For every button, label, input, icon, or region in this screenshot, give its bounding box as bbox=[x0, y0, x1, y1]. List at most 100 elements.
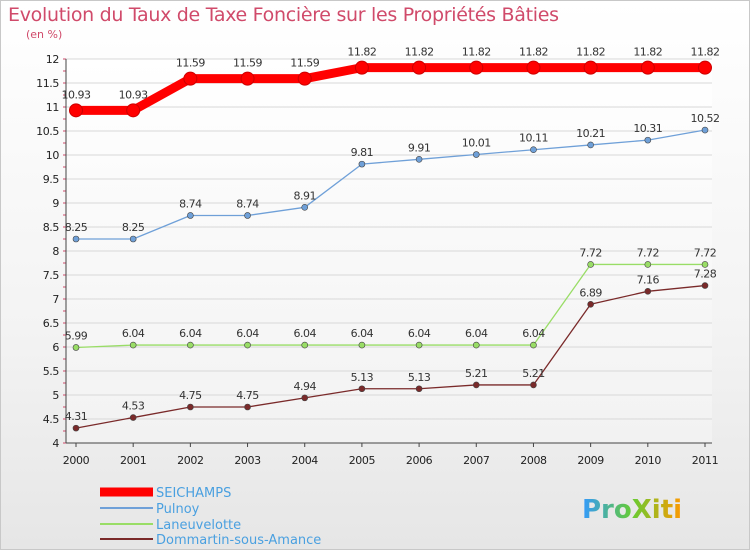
data-label: 5.99 bbox=[65, 329, 88, 342]
data-point bbox=[530, 341, 537, 349]
data-label: 7.72 bbox=[579, 246, 602, 259]
data-point bbox=[472, 341, 480, 349]
data-label: 10.52 bbox=[691, 112, 720, 125]
data-point bbox=[698, 60, 712, 75]
y-tick-label: 12 bbox=[46, 53, 59, 66]
data-label: 8.74 bbox=[179, 197, 202, 210]
data-label: 5.13 bbox=[408, 371, 431, 384]
legend-item: Laneuvelotte bbox=[100, 518, 241, 533]
y-tick-label: 11.5 bbox=[36, 77, 59, 90]
data-label: 6.04 bbox=[122, 327, 145, 340]
data-point bbox=[129, 341, 137, 349]
data-point bbox=[583, 60, 598, 75]
series-line bbox=[75, 284, 706, 429]
chart-title: Evolution du Taux de Taxe Foncière sur l… bbox=[8, 4, 559, 26]
y-tick-label: 9 bbox=[52, 197, 59, 210]
data-label: 6.04 bbox=[293, 327, 316, 340]
x-tick-label: 2008 bbox=[520, 454, 547, 467]
x-tick-label: 2002 bbox=[177, 454, 203, 467]
x-tick-label: 2004 bbox=[292, 454, 319, 467]
data-point bbox=[415, 156, 423, 163]
legend-item: SEICHAMPS bbox=[100, 486, 231, 501]
data-label: 9.81 bbox=[351, 146, 374, 159]
y-tick-label: 6.5 bbox=[43, 317, 60, 330]
data-point bbox=[701, 282, 709, 289]
x-tick-label: 2011 bbox=[692, 454, 718, 467]
data-point bbox=[183, 71, 198, 86]
y-tick-label: 7.5 bbox=[43, 269, 60, 282]
data-label: 5.21 bbox=[465, 367, 488, 380]
x-tick-label: 2000 bbox=[63, 454, 90, 467]
data-point bbox=[412, 60, 427, 75]
data-point bbox=[469, 60, 484, 75]
data-label: 7.28 bbox=[694, 268, 717, 281]
legend-label: Dommartin-sous-Amance bbox=[156, 533, 321, 548]
data-point bbox=[587, 261, 594, 268]
legend-label: SEICHAMPS bbox=[156, 486, 231, 501]
y-tick-label: 10.5 bbox=[36, 125, 59, 138]
data-point bbox=[644, 136, 652, 144]
y-tick-label: 10 bbox=[46, 149, 60, 162]
legend-label: Pulnoy bbox=[156, 502, 200, 517]
data-label: 11.82 bbox=[347, 46, 376, 59]
y-tick-label: 7 bbox=[52, 293, 59, 306]
series-laneuvelotte: 5.99 6.04 6.04 6.04 6.04 6.04 6.04 6.04 6.04 7.72… bbox=[65, 246, 717, 351]
y-tick-label: 5.5 bbox=[43, 365, 60, 378]
data-label: 4.31 bbox=[65, 410, 88, 423]
data-point bbox=[640, 60, 655, 75]
y-tick-label: 8.5 bbox=[43, 221, 60, 234]
y-tick-label: 8 bbox=[52, 245, 59, 258]
data-point bbox=[244, 403, 251, 411]
data-label: 11.82 bbox=[405, 46, 434, 59]
y-tick-label: 9.5 bbox=[43, 173, 60, 186]
data-point bbox=[644, 261, 652, 268]
x-tick-label: 2001 bbox=[120, 454, 146, 467]
series-pulnoy: 8.25 8.25 8.74 8.74 8.91 9.81 9.91 10.01 10.11 10… bbox=[65, 112, 720, 243]
x-tick-label: 2010 bbox=[635, 454, 662, 467]
data-label: 10.21 bbox=[576, 127, 605, 140]
data-point bbox=[126, 103, 141, 118]
data-label: 7.72 bbox=[694, 246, 717, 259]
data-point bbox=[72, 344, 80, 351]
data-label: 11.82 bbox=[519, 46, 548, 59]
y-tick-label: 11 bbox=[46, 101, 59, 114]
x-tick-label: 2006 bbox=[406, 454, 433, 467]
data-label: 11.59 bbox=[176, 57, 205, 70]
data-label: 6.04 bbox=[408, 327, 431, 340]
data-point bbox=[587, 300, 594, 308]
data-label: 6.04 bbox=[236, 327, 259, 340]
data-point bbox=[72, 235, 80, 243]
data-label: 11.82 bbox=[633, 46, 662, 59]
data-point bbox=[354, 60, 369, 75]
data-label: 8.74 bbox=[236, 197, 259, 210]
data-label: 10.11 bbox=[519, 132, 548, 145]
data-label: 5.13 bbox=[351, 371, 374, 384]
data-label: 7.72 bbox=[637, 246, 660, 259]
data-label: 11.82 bbox=[576, 46, 605, 59]
series-line bbox=[75, 263, 706, 349]
data-point bbox=[187, 212, 194, 219]
series-line bbox=[71, 63, 710, 115]
data-label: 6.89 bbox=[579, 286, 602, 299]
data-point bbox=[244, 212, 251, 219]
legend-item: Pulnoy bbox=[100, 502, 200, 517]
series-line bbox=[75, 129, 706, 240]
data-point bbox=[415, 385, 423, 393]
series-seichamps: 10.93 10.93 11.59 11.59 11.59 11.82 11.82 11.82… bbox=[62, 46, 720, 118]
data-label: 10.31 bbox=[633, 122, 662, 135]
data-point bbox=[244, 341, 251, 349]
logo-proxiti: ProXiti bbox=[582, 495, 682, 525]
data-label: 10.93 bbox=[62, 88, 91, 101]
y-tick-label: 4 bbox=[52, 437, 59, 450]
data-label: 4.75 bbox=[179, 389, 202, 402]
data-label: 11.59 bbox=[233, 57, 262, 70]
data-label: 6.04 bbox=[522, 327, 545, 340]
data-label: 11.59 bbox=[290, 57, 319, 70]
data-label: 10.01 bbox=[462, 137, 491, 150]
data-point bbox=[69, 103, 83, 118]
y-axis-unit: (en %) bbox=[26, 28, 63, 41]
data-point bbox=[530, 381, 537, 389]
data-point bbox=[415, 341, 423, 349]
data-point bbox=[644, 288, 652, 295]
